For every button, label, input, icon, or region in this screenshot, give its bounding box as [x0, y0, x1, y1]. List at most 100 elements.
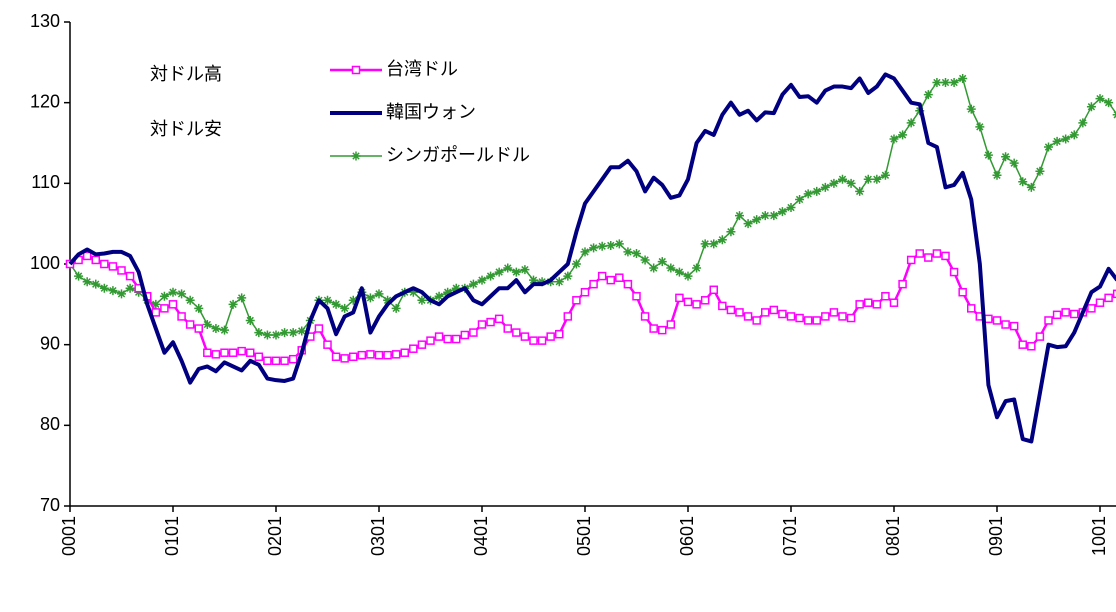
data-point [700, 239, 710, 249]
data-point [958, 73, 968, 83]
data-point [194, 324, 203, 333]
data-point [769, 211, 779, 221]
data-point [511, 267, 521, 277]
data-point [786, 312, 796, 321]
data-point [297, 326, 307, 336]
data-point [881, 292, 890, 301]
data-point [872, 174, 882, 184]
data-point [589, 243, 599, 253]
data-point [889, 134, 899, 144]
data-point [623, 279, 633, 289]
data-point [821, 312, 830, 321]
data-point [237, 293, 247, 303]
data-point [408, 287, 418, 297]
data-point [795, 313, 804, 323]
data-point [778, 309, 787, 319]
data-point [1061, 134, 1071, 144]
data-point [494, 267, 504, 277]
data-point [657, 257, 667, 267]
data-point [280, 328, 290, 338]
data-point [340, 303, 350, 313]
data-point [863, 174, 873, 184]
data-point [760, 211, 770, 221]
legend-marker [351, 151, 361, 161]
data-point [554, 277, 564, 287]
data-point [383, 350, 392, 360]
data-point [220, 348, 229, 357]
data-point [1027, 342, 1036, 351]
data-point [555, 329, 564, 339]
data-point [692, 263, 702, 273]
data-point [237, 346, 246, 356]
data-point [1044, 316, 1053, 325]
data-point [855, 300, 864, 309]
data-point [761, 308, 770, 317]
data-point [391, 303, 401, 313]
data-point [451, 283, 461, 293]
data-point [125, 283, 135, 293]
data-point [923, 90, 933, 100]
data-point [417, 340, 427, 349]
data-point [683, 271, 693, 281]
data-point [211, 350, 221, 359]
data-point [91, 279, 101, 289]
data-point [666, 320, 676, 329]
x-tick-label: 0801 [883, 516, 903, 556]
data-point [288, 328, 298, 338]
data-point [280, 356, 289, 366]
data-point [117, 289, 126, 299]
data-point [1035, 332, 1045, 341]
legend-label: 台湾ドル [386, 59, 458, 79]
data-point [245, 315, 255, 325]
data-point [666, 263, 676, 273]
data-point [692, 300, 701, 309]
data-point [855, 186, 865, 196]
data-point [349, 352, 358, 362]
data-point [374, 350, 384, 360]
data-point [597, 271, 607, 281]
data-point [941, 251, 950, 261]
data-point [709, 239, 719, 249]
data-point [735, 211, 744, 221]
data-point [906, 118, 916, 128]
data-point [100, 259, 109, 269]
data-point [503, 324, 512, 333]
data-point [1061, 308, 1070, 317]
y-tick-label: 110 [31, 172, 60, 192]
data-point [1026, 182, 1036, 192]
data-point [331, 299, 341, 309]
data-point [649, 324, 658, 333]
data-point [168, 287, 178, 297]
data-point [228, 299, 238, 309]
series-line [68, 72, 1116, 444]
data-point [623, 247, 633, 257]
data-point [967, 304, 976, 313]
data-point [898, 130, 908, 140]
data-point [340, 354, 349, 363]
data-point [160, 304, 169, 313]
data-point [486, 271, 496, 281]
data-point [563, 312, 573, 321]
data-point [1095, 94, 1105, 104]
data-point [658, 325, 667, 335]
data-point [202, 320, 212, 329]
legend-label: 韓国ウォン [386, 102, 476, 122]
legend-marker [351, 65, 361, 75]
data-point [606, 275, 615, 285]
y-tick-label: 70 [40, 495, 60, 515]
data-point [99, 283, 109, 293]
x-tick-label: 0701 [780, 516, 800, 556]
x-tick-label: 0501 [574, 516, 594, 556]
data-point [82, 251, 92, 261]
data-point [546, 332, 555, 341]
data-point [1009, 321, 1019, 331]
data-point [726, 305, 736, 315]
data-point [357, 350, 367, 360]
data-point [288, 354, 298, 364]
data-point [1078, 118, 1088, 128]
data-point [958, 287, 967, 297]
data-point [374, 289, 384, 299]
data-point [1070, 309, 1079, 319]
data-point [477, 275, 487, 285]
data-point [1069, 130, 1079, 140]
